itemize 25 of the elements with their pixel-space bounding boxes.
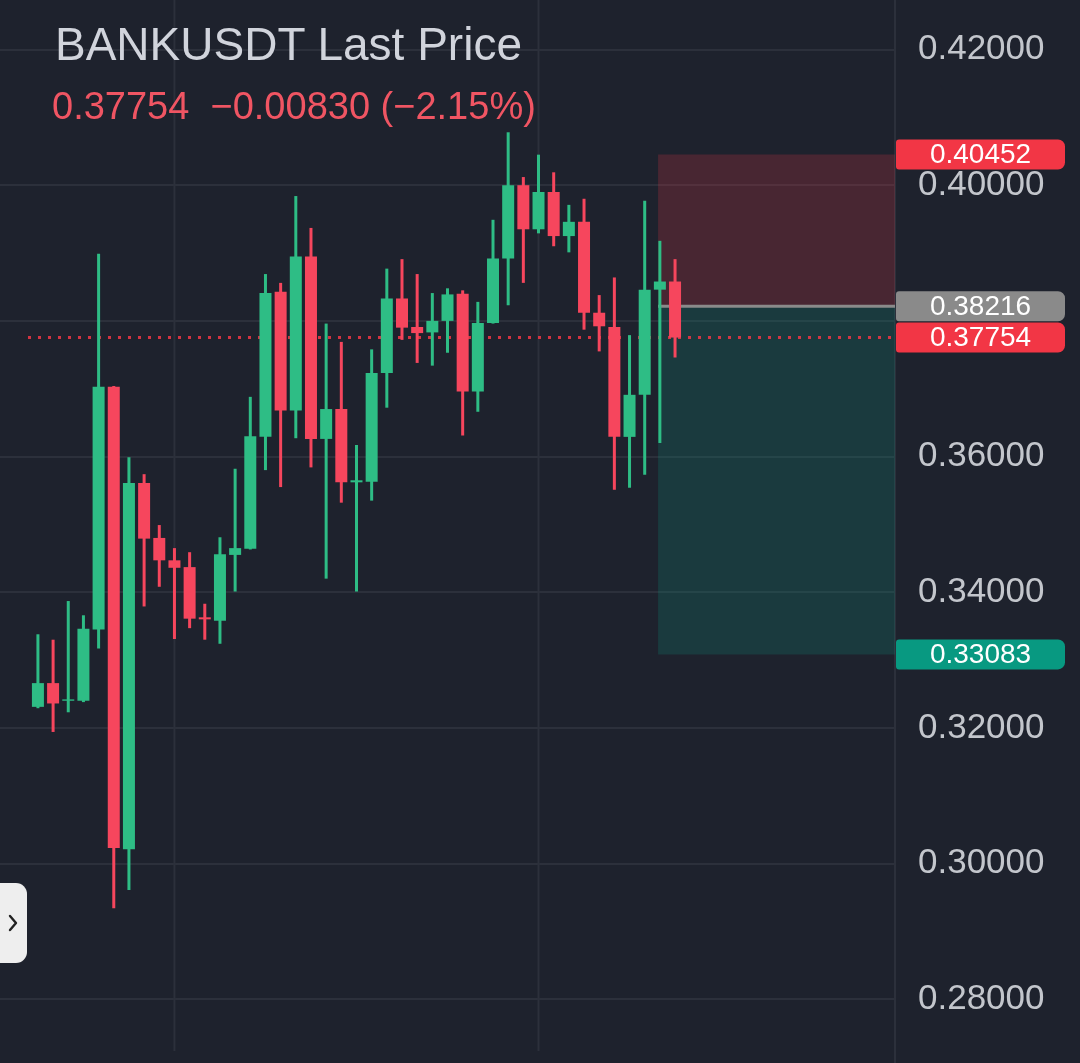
candlestick <box>350 445 363 592</box>
y-tick-label: 0.30000 <box>918 841 1045 881</box>
candlestick <box>62 601 75 713</box>
ref-line-label: 0.38216 <box>929 289 1032 321</box>
candlestick <box>198 603 211 640</box>
y-tick-label: 0.28000 <box>918 976 1045 1016</box>
y-tick-label: 0.32000 <box>918 705 1045 745</box>
candlestick <box>153 525 166 587</box>
y-tick-label: 0.34000 <box>918 569 1045 609</box>
y-tick-label: 0.36000 <box>918 434 1045 474</box>
candlestick <box>47 639 60 732</box>
ref-line-label: 0.37754 <box>929 321 1032 353</box>
candlestick <box>593 295 606 352</box>
candlestick <box>562 203 575 253</box>
text: 0.37754 −0.00830 (−2.15%) <box>52 85 536 129</box>
candlestick <box>411 274 424 363</box>
candlestick <box>426 293 439 366</box>
candlestick <box>31 634 44 710</box>
candlestick <box>320 323 333 579</box>
band-label: 0.33083 <box>929 638 1032 670</box>
candlestick <box>229 468 242 592</box>
y-tick-label: 0.42000 <box>918 27 1045 67</box>
candlestick <box>168 548 181 640</box>
candlestick <box>653 239 666 443</box>
chart-title: BANKUSDT Last Price <box>55 18 522 71</box>
